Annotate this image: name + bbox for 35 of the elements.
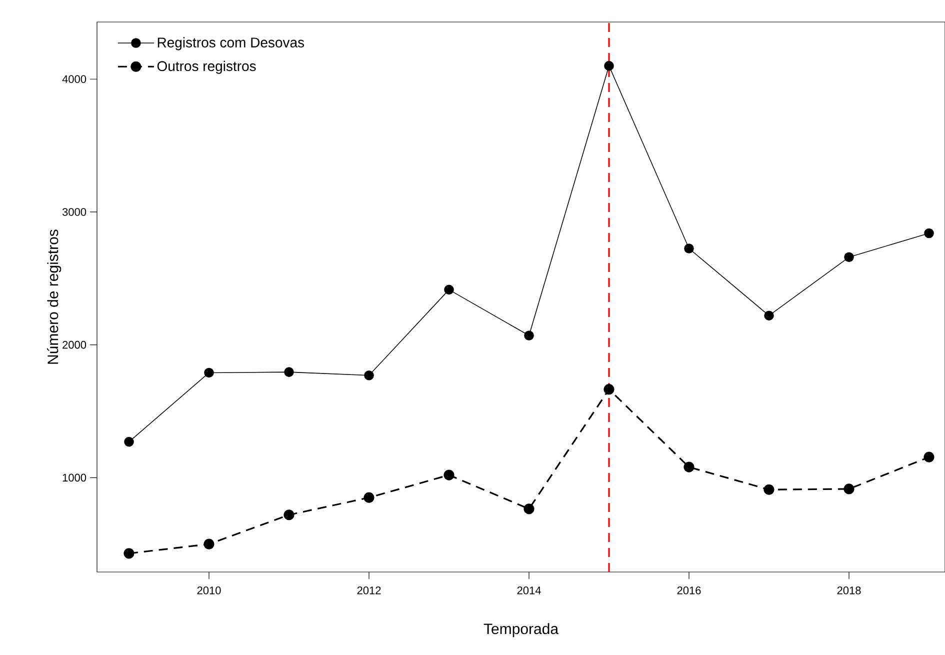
point [124, 548, 134, 559]
x-tick-label: 2012 [357, 586, 381, 594]
x-tick-label: 2014 [517, 586, 541, 594]
legend-label: Registros com Desovas [158, 37, 304, 50]
point [284, 510, 294, 520]
point [204, 538, 214, 550]
x-axis-title: Temporada [484, 623, 559, 638]
point [604, 384, 614, 395]
x-tick-label: 2018 [837, 586, 861, 594]
point [764, 310, 774, 320]
point [524, 504, 534, 514]
point [364, 370, 374, 380]
point [444, 470, 454, 480]
point [604, 60, 614, 71]
point [204, 368, 214, 378]
x-tick-label: 2010 [197, 586, 221, 594]
point [124, 436, 134, 447]
x-tick-label: 2016 [677, 586, 701, 594]
point [844, 252, 854, 262]
point [444, 284, 454, 295]
y-tick-label: 2000 [62, 340, 86, 349]
point [764, 484, 774, 495]
point [364, 492, 374, 503]
point [844, 484, 854, 494]
y-tick-label: 1000 [62, 474, 86, 482]
point [924, 228, 934, 238]
point [284, 367, 294, 377]
y-tick-label: 3000 [62, 208, 86, 216]
point [684, 462, 694, 472]
point [924, 452, 934, 462]
point [524, 330, 534, 340]
point [684, 244, 694, 254]
y-tick-label: 4000 [62, 75, 86, 84]
legend-label: Outros registros [157, 60, 256, 74]
y-axis-title: Número de registros [47, 230, 62, 364]
